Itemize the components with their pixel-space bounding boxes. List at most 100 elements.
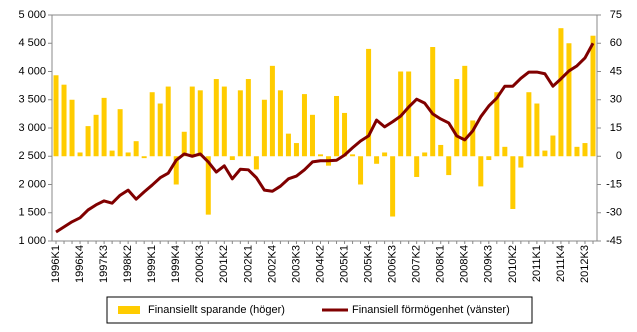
bar [502, 146, 508, 157]
x-tick-label: 2005K4 [362, 245, 374, 283]
y2-tick-label: 60 [610, 37, 622, 49]
bar [534, 103, 540, 157]
bar [205, 156, 211, 215]
bar [317, 154, 323, 157]
y-tick-label: 3 000 [18, 122, 46, 134]
bar [149, 92, 155, 157]
bar [542, 150, 548, 157]
bar [125, 152, 131, 157]
bar [390, 156, 396, 217]
bar [229, 156, 235, 161]
y2-tick-label: -45 [606, 235, 622, 247]
bar [181, 131, 187, 157]
x-tick-label: 2009K3 [483, 245, 495, 283]
y-tick-label: 1 500 [18, 207, 46, 219]
bar [253, 156, 259, 170]
bar [301, 94, 307, 157]
bar [566, 43, 572, 157]
x-tick-label: 2007K2 [411, 245, 423, 283]
y-tick-label: 3 500 [18, 94, 46, 106]
y-tick-label: 5 000 [18, 9, 46, 21]
bar [382, 152, 388, 157]
bar [197, 90, 203, 157]
bar [117, 109, 123, 157]
x-tick-label: 1997K3 [98, 245, 110, 283]
bar [422, 152, 428, 157]
bar [277, 90, 283, 157]
bar [342, 112, 348, 157]
x-tick-label: 1999K1 [146, 245, 158, 283]
bar [438, 144, 444, 157]
bar [141, 156, 147, 159]
bar [510, 156, 516, 209]
x-tick-label: 2012K3 [579, 245, 591, 283]
bar [285, 133, 291, 157]
line [55, 42, 595, 234]
x-tick-label: 2010K2 [507, 245, 519, 283]
x-tick-label: 2006K3 [387, 245, 399, 283]
y-tick-label: 4 500 [18, 37, 46, 49]
bar [486, 156, 492, 161]
bar [101, 97, 107, 157]
bar [221, 86, 227, 157]
x-tick-label: 2000K3 [194, 245, 206, 283]
bar [261, 99, 267, 157]
y-tick-label: 2 000 [18, 178, 46, 190]
bar [494, 92, 500, 157]
bar [133, 141, 139, 157]
bar [213, 79, 219, 157]
legend [106, 296, 533, 324]
bar [157, 103, 163, 157]
bar [462, 65, 468, 157]
bar [334, 95, 340, 157]
bar [93, 114, 99, 157]
y2-tick-label: -30 [606, 207, 622, 219]
y-tick-label: 4 000 [18, 65, 46, 77]
x-tick-label: 2011K1 [531, 245, 543, 282]
bar [293, 143, 299, 157]
bar [109, 150, 115, 157]
bar [478, 156, 484, 187]
legend-label: Finansiellt sparande (höger) [148, 304, 285, 316]
bar [550, 135, 556, 157]
bar [414, 156, 420, 177]
bar [269, 65, 275, 157]
y2-tick-label: -15 [606, 178, 622, 190]
x-tick-label: 2001K2 [218, 245, 230, 283]
bar [358, 156, 364, 185]
y2-tick-label: 75 [610, 9, 622, 21]
y2-tick-label: 0 [616, 150, 622, 162]
x-tick-label: 2002K1 [242, 245, 254, 283]
bar [430, 47, 436, 157]
bar [77, 152, 83, 157]
x-tick-label: 2011K4 [555, 245, 567, 282]
bar [454, 79, 460, 157]
bar [518, 156, 524, 168]
bar [173, 156, 179, 185]
y-tick-label: 2 500 [18, 150, 46, 162]
bar [574, 146, 580, 157]
x-tick-label: 2005K1 [338, 245, 350, 283]
bar [374, 156, 380, 164]
bar [590, 35, 596, 157]
bar [69, 99, 75, 157]
bar [189, 86, 195, 157]
x-tick-label: 2002K4 [266, 245, 278, 283]
y2-tick-label: 15 [610, 122, 622, 134]
x-tick-label: 2008K4 [459, 245, 471, 283]
bar [406, 71, 412, 157]
bar [237, 90, 243, 157]
x-tick-label: 1999K4 [170, 245, 182, 283]
bar [526, 92, 532, 157]
bar [309, 114, 315, 157]
x-tick-label: 1996K4 [74, 245, 86, 283]
bar [53, 75, 59, 157]
bar [582, 143, 588, 157]
bar [85, 126, 91, 157]
bar [61, 84, 67, 157]
bar [446, 156, 452, 176]
bar [245, 79, 251, 157]
x-tick-label: 1996K1 [50, 245, 62, 283]
x-tick-label: 2003K3 [290, 245, 302, 283]
